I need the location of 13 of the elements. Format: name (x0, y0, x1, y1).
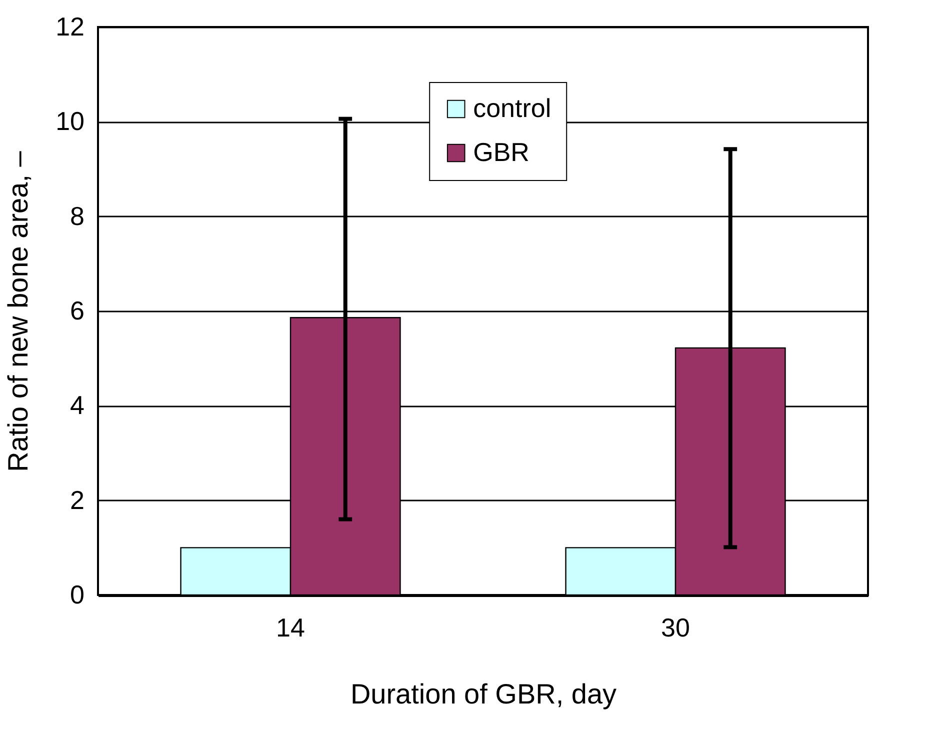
y-tick-label: 4 (70, 390, 84, 420)
y-tick-label: 12 (56, 12, 84, 42)
legend-label: control (473, 93, 552, 123)
y-tick-label: 10 (56, 106, 84, 136)
y-axis-title: Ratio of new bone area, – (2, 150, 34, 472)
x-tick-label: 14 (276, 612, 305, 642)
y-tick-label: 0 (70, 580, 84, 610)
x-axis-title: Duration of GBR, day (350, 678, 617, 710)
y-tick-label: 8 (70, 200, 84, 231)
x-tick-label: 30 (661, 612, 690, 642)
legend-label: GBR (473, 137, 530, 167)
y-tick-label: 6 (70, 296, 84, 326)
y-tick-label: 2 (70, 484, 84, 515)
